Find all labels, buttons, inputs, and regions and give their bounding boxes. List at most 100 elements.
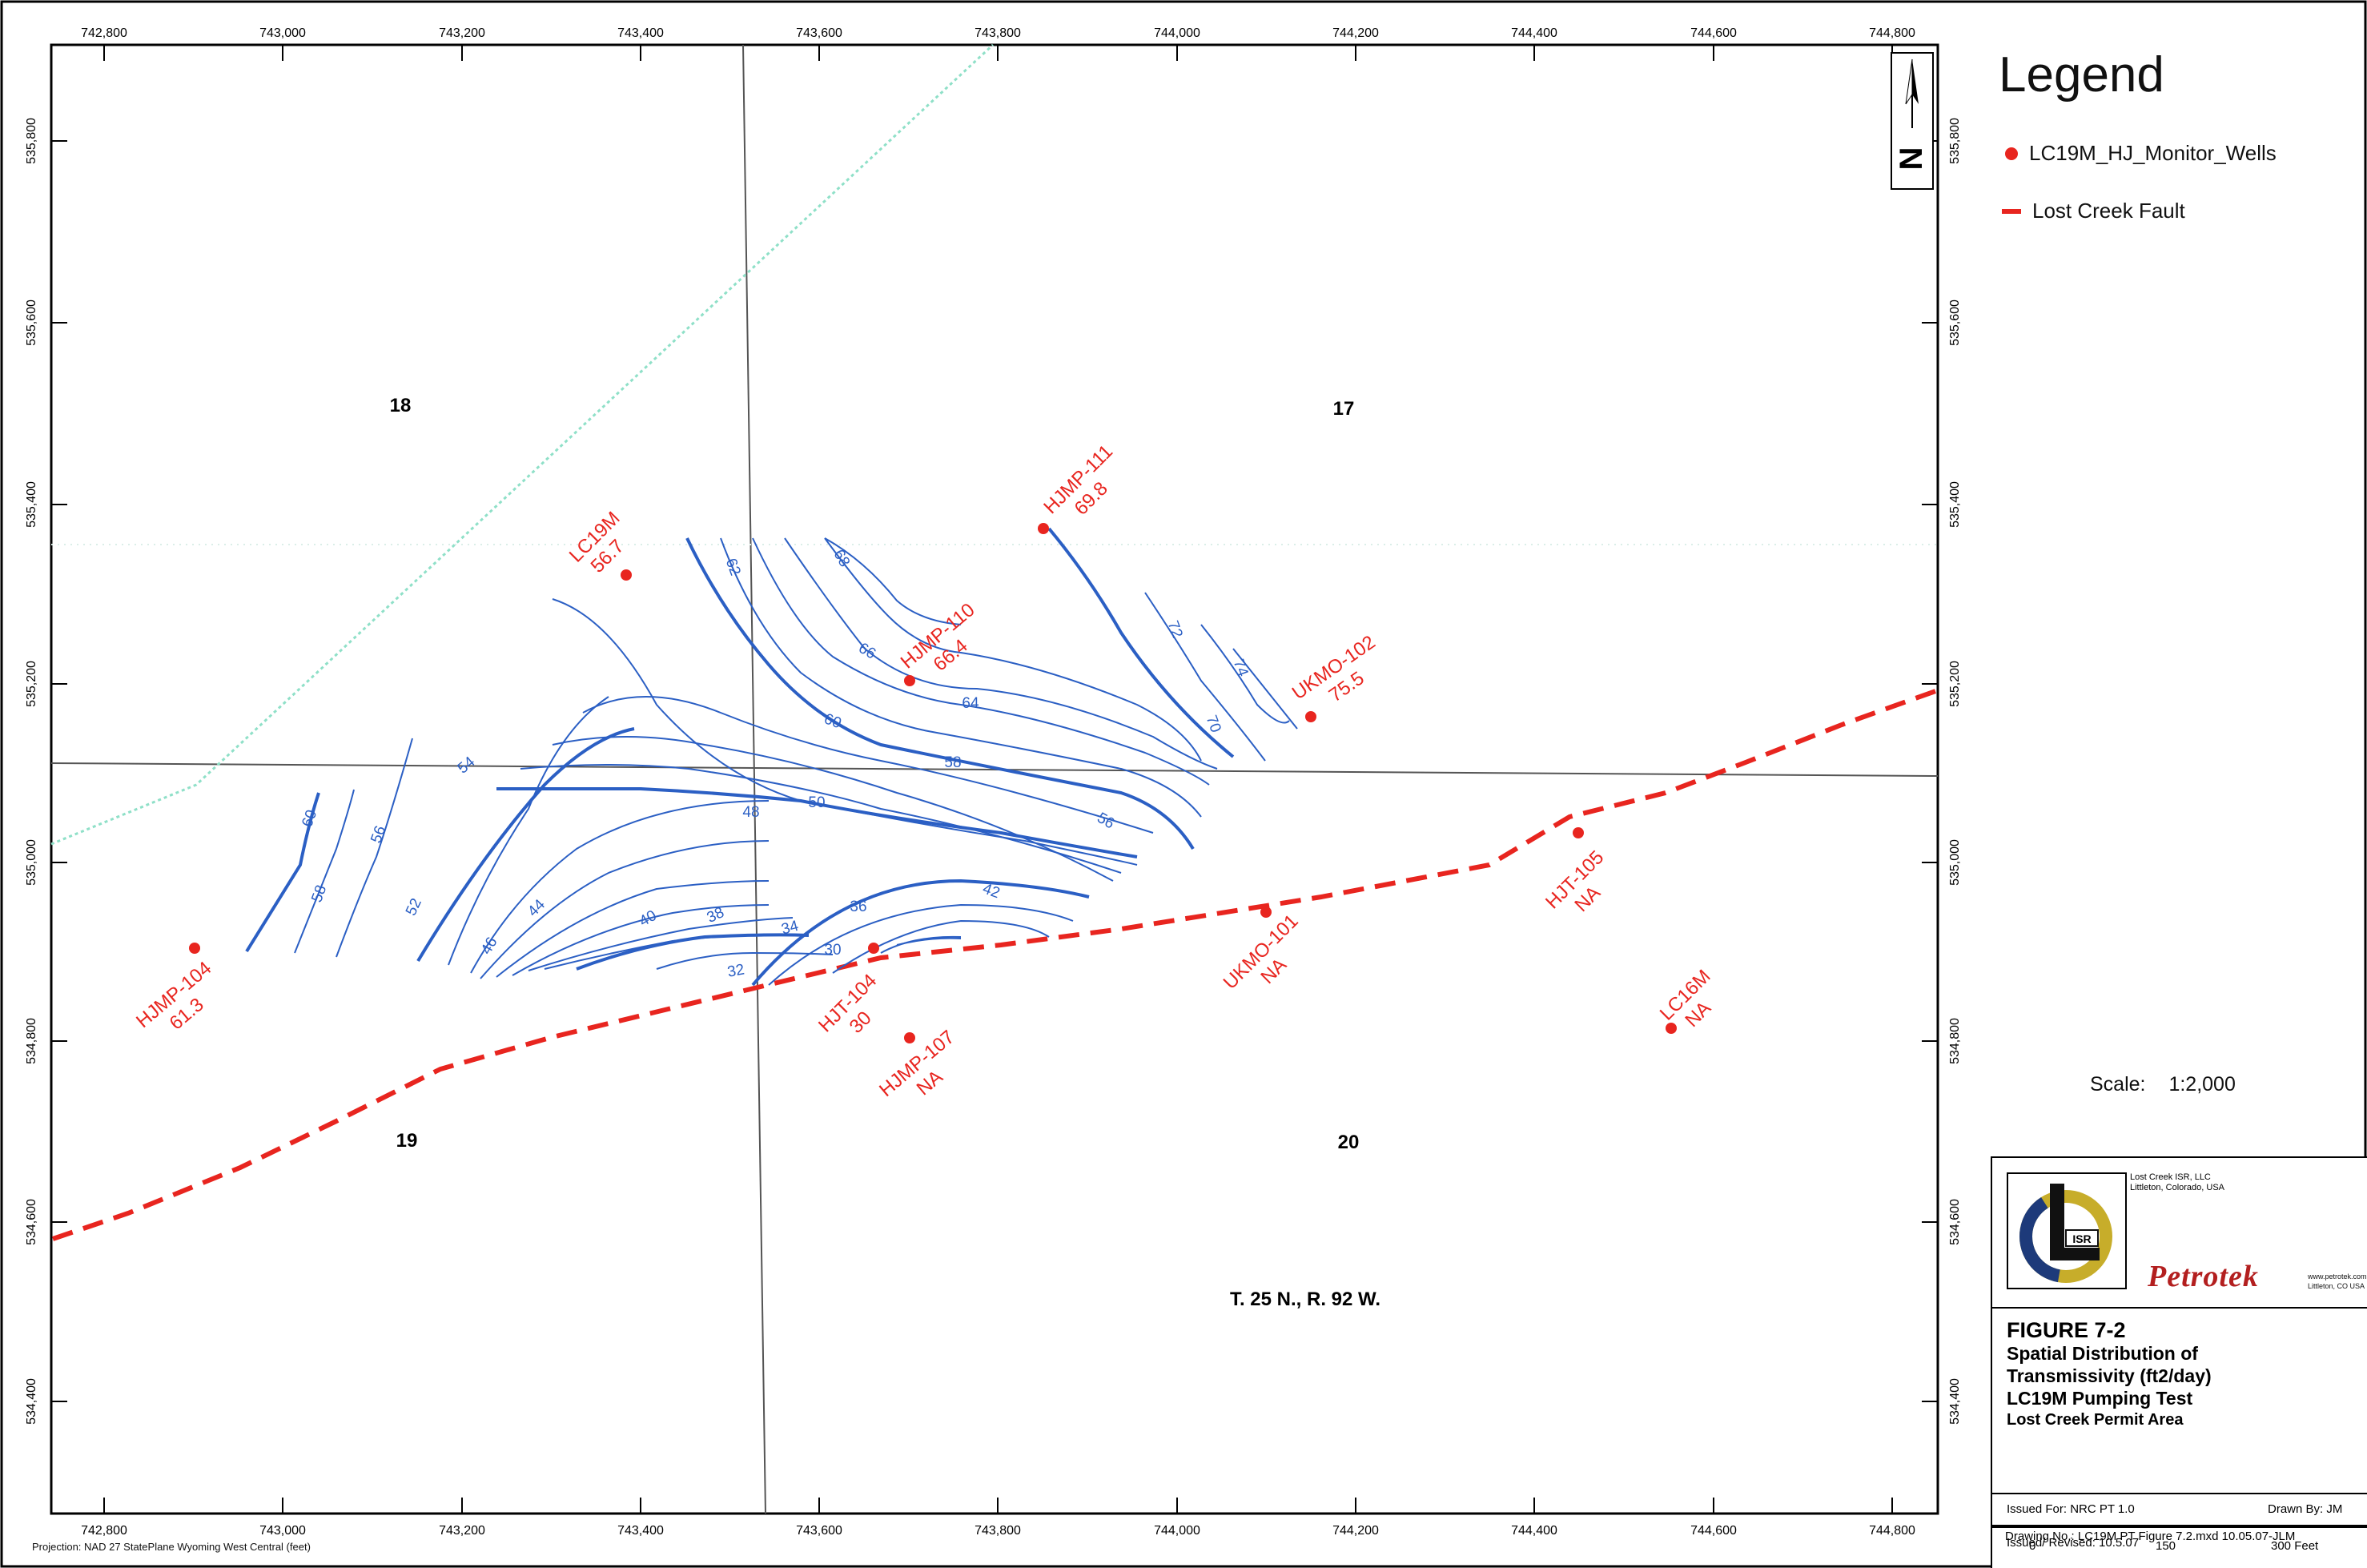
x-tick-label-top: 742,800 bbox=[81, 26, 127, 40]
x-tick-label-top: 744,600 bbox=[1690, 26, 1737, 40]
contour-label: 36 bbox=[850, 899, 866, 915]
x-tick-label-bottom: 743,800 bbox=[975, 1524, 1021, 1538]
x-tick-label-bottom: 743,600 bbox=[796, 1524, 842, 1538]
red-dot-icon bbox=[2005, 147, 2018, 160]
issued-revised: Issued/ Revised: 10.5.07 bbox=[2007, 1536, 2140, 1550]
contour-label: 54 bbox=[455, 754, 479, 778]
well-marker[interactable] bbox=[904, 1032, 915, 1043]
red-dash-icon bbox=[2002, 208, 2021, 214]
contour-label: 58 bbox=[944, 754, 961, 771]
y-tick-label-right: 534,800 bbox=[1948, 1018, 1962, 1064]
legend-item-fault: Lost Creek Fault bbox=[2002, 199, 2185, 223]
contour-label: 40 bbox=[637, 907, 660, 931]
drawing-number: Drawing No.: LC19M PT Figure 7.2.mxd 10.… bbox=[2005, 1530, 2296, 1543]
y-tick-label-right: 535,000 bbox=[1948, 839, 1962, 886]
y-tick-label-right: 534,400 bbox=[1948, 1378, 1962, 1425]
map-neatline bbox=[50, 43, 1939, 1515]
legend-label-fault: Lost Creek Fault bbox=[2032, 199, 2185, 223]
title-block: ISR Lost Creek ISR, LLC Littleton, Color… bbox=[1991, 1156, 2367, 1568]
consultant-info: www.petrotek.com Littleton, CO USA bbox=[2308, 1272, 2367, 1291]
coordinate-tick-labels: 742,800 742,800 743,000 743,000 743,200 743,2… bbox=[25, 26, 1962, 1538]
contour-label: 44 bbox=[524, 896, 549, 920]
company-name-block: Lost Creek ISR, LLC Littleton, Colorado,… bbox=[2130, 1172, 2224, 1193]
well-marker[interactable] bbox=[621, 569, 632, 581]
legend-item-wells: LC19M_HJ_Monitor_Wells bbox=[2002, 141, 2277, 166]
y-tick-label-left: 535,800 bbox=[25, 118, 38, 164]
contour-label: 64 bbox=[962, 695, 979, 712]
x-tick-label-top: 743,200 bbox=[439, 26, 485, 40]
x-tick-label-bottom: 744,600 bbox=[1690, 1524, 1737, 1538]
township-range-label: T. 25 N., R. 92 W. bbox=[1230, 1289, 1380, 1310]
y-tick-label-left: 534,600 bbox=[25, 1199, 38, 1245]
x-tick-label-top: 743,400 bbox=[617, 26, 664, 40]
section-number: 19 bbox=[396, 1130, 418, 1152]
x-tick-label-bottom: 744,000 bbox=[1154, 1524, 1200, 1538]
well-marker[interactable] bbox=[1573, 827, 1584, 838]
y-tick-label-left: 534,400 bbox=[25, 1378, 38, 1425]
well-marker[interactable] bbox=[1666, 1023, 1677, 1034]
figure-title-line1: Spatial Distribution of bbox=[2007, 1343, 2198, 1364]
y-tick-label-left: 534,800 bbox=[25, 1018, 38, 1064]
figure-subtitle: Lost Creek Permit Area bbox=[2007, 1411, 2184, 1429]
well-marker[interactable] bbox=[868, 943, 879, 954]
north-arrow: N bbox=[1891, 52, 1934, 190]
contour-label: 52 bbox=[403, 896, 425, 919]
consultant-url: www.petrotek.com bbox=[2308, 1272, 2367, 1281]
x-tick-label-top: 744,400 bbox=[1511, 26, 1557, 40]
section-number: 20 bbox=[1338, 1132, 1360, 1153]
issued-revised-row: Issued/ Revised: 10.5.07 bbox=[1992, 1526, 2367, 1560]
issued-for: Issued For: NRC PT 1.0 bbox=[2007, 1502, 2135, 1516]
contour-label: 48 bbox=[742, 804, 759, 821]
drawn-by: Drawn By: JM bbox=[2268, 1502, 2343, 1516]
y-tick-label-right: 534,600 bbox=[1948, 1199, 1962, 1245]
drawing-no-divider bbox=[1991, 1525, 2367, 1526]
x-tick-label-top: 743,000 bbox=[259, 26, 306, 40]
y-tick-label-right: 535,200 bbox=[1948, 661, 1962, 707]
coordinate-ticks bbox=[51, 45, 1938, 1514]
x-tick-label-top: 743,600 bbox=[796, 26, 842, 40]
contour-label: 60 bbox=[299, 808, 320, 830]
logo-area: ISR Lost Creek ISR, LLC Littleton, Color… bbox=[1992, 1158, 2367, 1309]
scale-value: 1:2,000 bbox=[2168, 1073, 2236, 1096]
y-tick-label-right: 535,800 bbox=[1948, 118, 1962, 164]
section-line-horizontal bbox=[50, 762, 1939, 777]
figure-title-area: FIGURE 7-2 Spatial Distribution of Trans… bbox=[2007, 1318, 2367, 1430]
projection-note: Projection: NAD 27 StatePlane Wyoming We… bbox=[32, 1541, 311, 1553]
contour-label: 58 bbox=[308, 883, 330, 905]
lost-creek-fault bbox=[52, 688, 1939, 1241]
consultant-logo-text: Petrotek bbox=[2148, 1260, 2259, 1293]
x-tick-label-bottom: 744,800 bbox=[1869, 1524, 1915, 1538]
legend-label-wells: LC19M_HJ_Monitor_Wells bbox=[2029, 141, 2277, 165]
x-tick-label-bottom: 742,800 bbox=[81, 1524, 127, 1538]
figure-title-line3: LC19M Pumping Test bbox=[2007, 1388, 2193, 1409]
transmissivity-contours bbox=[245, 527, 1298, 987]
y-tick-label-right: 535,400 bbox=[1948, 481, 1962, 528]
x-tick-label-top: 744,200 bbox=[1332, 26, 1379, 40]
x-tick-label-bottom: 743,000 bbox=[259, 1524, 306, 1538]
contour-label: 74 bbox=[1230, 657, 1252, 679]
road-line bbox=[50, 43, 995, 846]
x-tick-label-top: 743,800 bbox=[975, 26, 1021, 40]
scale-text: Scale: 1:2,000 bbox=[2090, 1073, 2253, 1096]
y-tick-label-left: 535,600 bbox=[25, 300, 38, 346]
well-marker[interactable] bbox=[1260, 907, 1272, 918]
scale-bar-label-0: 0 bbox=[2029, 1539, 2036, 1553]
section-number: 17 bbox=[1333, 398, 1355, 420]
well-marker[interactable] bbox=[904, 675, 915, 686]
contour-label: 32 bbox=[726, 961, 745, 980]
y-tick-label-left: 535,400 bbox=[25, 481, 38, 528]
well-marker[interactable] bbox=[1038, 523, 1049, 534]
well-marker[interactable] bbox=[189, 943, 200, 954]
contour-label: 30 bbox=[824, 942, 841, 959]
company-location: Littleton, Colorado, USA bbox=[2130, 1183, 2225, 1192]
y-tick-label-left: 535,200 bbox=[25, 661, 38, 707]
x-tick-label-bottom: 744,400 bbox=[1511, 1524, 1557, 1538]
y-tick-label-right: 535,600 bbox=[1948, 300, 1962, 346]
well-name-label: UKMO-101 bbox=[1220, 911, 1303, 994]
contour-label: 50 bbox=[808, 794, 825, 811]
well-marker[interactable] bbox=[1305, 711, 1316, 722]
x-tick-label-bottom: 743,200 bbox=[439, 1524, 485, 1538]
